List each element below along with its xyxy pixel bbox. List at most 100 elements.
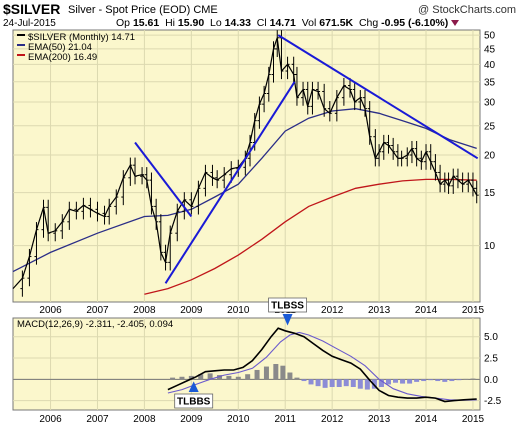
price-close-path bbox=[12, 37, 478, 290]
histogram-bar bbox=[301, 379, 307, 382]
low-label: Lo bbox=[210, 17, 222, 29]
trendline bbox=[164, 81, 296, 284]
histogram-bar bbox=[378, 379, 384, 387]
vol-value: 671.5K bbox=[319, 17, 354, 29]
ema50-path bbox=[12, 108, 477, 273]
histogram-bar bbox=[294, 377, 300, 380]
x-tick-label: 2015 bbox=[462, 414, 485, 425]
ema200-path bbox=[144, 178, 477, 295]
close-value: 14.71 bbox=[269, 17, 296, 29]
y-tick-label: -2.5 bbox=[484, 396, 502, 407]
x-tick-label: 2009 bbox=[180, 305, 203, 316]
x-tick-label: 2006 bbox=[39, 414, 62, 425]
quote-line: Op 15.61 Hi 15.90 Lo 14.33 Cl 14.71 Vol … bbox=[116, 17, 460, 29]
x-tick-label: 2009 bbox=[180, 414, 203, 425]
macd-x-axis: 2006 2007 2008 2009 2010 2011 2012 2013 2014 2015 bbox=[39, 414, 484, 425]
x-tick-label: 2008 bbox=[133, 305, 156, 316]
histogram-bar bbox=[329, 379, 335, 387]
histogram-bar bbox=[254, 369, 260, 380]
y-tick-label: 45 bbox=[484, 44, 496, 55]
x-tick-label: 2008 bbox=[133, 414, 156, 425]
x-tick-label: 2012 bbox=[321, 305, 344, 316]
histogram-bar bbox=[280, 365, 286, 380]
y-tick-label: 20 bbox=[484, 150, 496, 161]
histogram-bar bbox=[449, 379, 455, 382]
histogram-bar bbox=[308, 379, 314, 385]
histogram-bar bbox=[287, 372, 293, 380]
y-tick-label: 40 bbox=[484, 60, 496, 71]
ema50-line bbox=[12, 108, 477, 273]
x-tick-label: 2014 bbox=[415, 305, 438, 316]
close-label: Cl bbox=[256, 17, 267, 29]
chart-date: 24-Jul-2015 bbox=[3, 18, 56, 29]
x-tick-label: 2007 bbox=[86, 414, 109, 425]
trendlines bbox=[134, 34, 479, 284]
chart-name: Silver - Spot Price (EOD) CME bbox=[68, 4, 218, 16]
chart-credit[interactable]: @ StockCharts.com bbox=[418, 4, 516, 16]
annotation-up-arrow-icon bbox=[188, 381, 199, 392]
histogram-bar bbox=[179, 376, 185, 380]
y-tick-label: 2.5 bbox=[484, 354, 498, 365]
change-down-icon bbox=[451, 20, 460, 27]
x-tick-label: 2010 bbox=[227, 414, 250, 425]
histogram-bar bbox=[371, 379, 377, 389]
histogram-bar bbox=[336, 379, 342, 387]
macd-legend: MACD(12,26,9) -2.311, -2.405, 0.094 bbox=[17, 319, 173, 330]
chg-label: Chg bbox=[358, 17, 379, 29]
annotations: TLBSS TLBBS bbox=[174, 297, 307, 409]
y-tick-label: 30 bbox=[484, 97, 496, 108]
histogram-bar bbox=[198, 374, 204, 380]
exchange-label: CME bbox=[193, 4, 218, 16]
histogram-bar bbox=[421, 379, 427, 382]
x-tick-label: 2012 bbox=[321, 414, 344, 425]
histogram-bar bbox=[226, 375, 232, 380]
y-tick-label: 5.0 bbox=[484, 332, 498, 343]
histogram-bar bbox=[456, 379, 462, 381]
macd-histogram bbox=[170, 364, 476, 390]
annotation-label: TLBBS bbox=[177, 397, 211, 408]
trendline bbox=[134, 141, 193, 218]
legend-swatch bbox=[17, 34, 25, 36]
high-value: 15.90 bbox=[177, 17, 205, 29]
histogram-bar bbox=[393, 379, 399, 383]
x-tick-label: 2007 bbox=[86, 305, 109, 316]
histogram-bar bbox=[414, 379, 420, 382]
x-tick-label: 2011 bbox=[274, 414, 296, 425]
annotation-label: TLBSS bbox=[271, 301, 304, 312]
y-tick-label: 50 bbox=[484, 31, 496, 42]
annotation-box bbox=[268, 297, 307, 313]
histogram-bar bbox=[385, 379, 391, 385]
histogram-bar bbox=[428, 379, 434, 381]
x-tick-label: 2006 bbox=[39, 305, 62, 316]
histogram-bar bbox=[188, 375, 194, 380]
x-tick-label: 2013 bbox=[368, 414, 391, 425]
histogram-bar bbox=[364, 379, 370, 390]
price-panel bbox=[12, 29, 481, 303]
histogram-bar bbox=[343, 379, 349, 387]
histogram-bar bbox=[350, 379, 356, 387]
histogram-bar bbox=[470, 378, 476, 380]
histogram-bar bbox=[207, 373, 213, 380]
histogram-bar bbox=[315, 379, 321, 387]
histogram-bar bbox=[322, 379, 328, 388]
histogram-bar bbox=[263, 366, 269, 380]
trendline bbox=[277, 34, 479, 160]
low-value: 14.33 bbox=[224, 17, 251, 29]
macd-line bbox=[167, 327, 477, 403]
annotation-box bbox=[174, 393, 214, 409]
x-tick-label: 2014 bbox=[415, 414, 438, 425]
histogram-bar bbox=[400, 379, 406, 384]
open-label: Op bbox=[116, 17, 131, 29]
x-tick-label: 2013 bbox=[368, 305, 391, 316]
legend-label: EMA(200) 16.49 bbox=[28, 52, 97, 63]
open-value: 15.61 bbox=[132, 17, 160, 29]
macd-path bbox=[167, 327, 477, 403]
legend-label: $SILVER (Monthly) 14.71 bbox=[28, 32, 135, 43]
ema200-line bbox=[144, 178, 477, 295]
histogram-bar bbox=[217, 375, 223, 380]
instrument-name: Silver - Spot Price (EOD) bbox=[68, 4, 191, 16]
histogram-bar bbox=[407, 379, 413, 384]
chart-symbol: $SILVER bbox=[3, 1, 61, 17]
